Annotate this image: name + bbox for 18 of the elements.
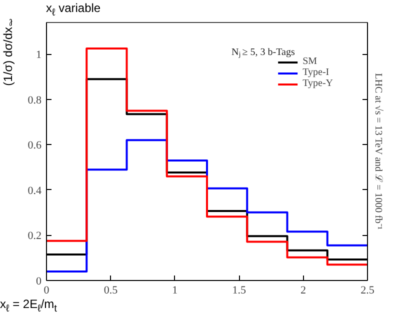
x-tick-label: 2 bbox=[300, 284, 306, 296]
x-tick-label: 0 bbox=[44, 284, 50, 296]
legend-label: Type-Y bbox=[302, 78, 333, 89]
x-tick-label: 2.5 bbox=[360, 284, 375, 296]
x-tick-label: 1 bbox=[172, 284, 178, 296]
y-tick-label: 0.6 bbox=[28, 140, 42, 152]
legend-label: Type-I bbox=[302, 67, 330, 78]
x-tick-label: 0.5 bbox=[104, 284, 118, 296]
y-tick-label: 0.2 bbox=[28, 230, 42, 242]
y2-axis-title: LHC at √s = 13 TeV and ℒ = 1000 fb⁻¹ bbox=[372, 73, 384, 230]
y-tick-label: 0.4 bbox=[28, 184, 42, 197]
y-tick-label: 0.8 bbox=[28, 94, 42, 106]
y-tick-label: 1 bbox=[36, 49, 42, 62]
x-tick-label: 1.5 bbox=[232, 284, 246, 296]
y-tick-label: 0 bbox=[36, 276, 42, 288]
legend-label: SM bbox=[302, 56, 318, 67]
x-axis-title: x$_{ℓ}$ = 2E$_{ℓ}$/m$_{t}$ bbox=[0, 296, 58, 316]
chart-title: x$_{ℓ}$ variable bbox=[46, 1, 101, 18]
